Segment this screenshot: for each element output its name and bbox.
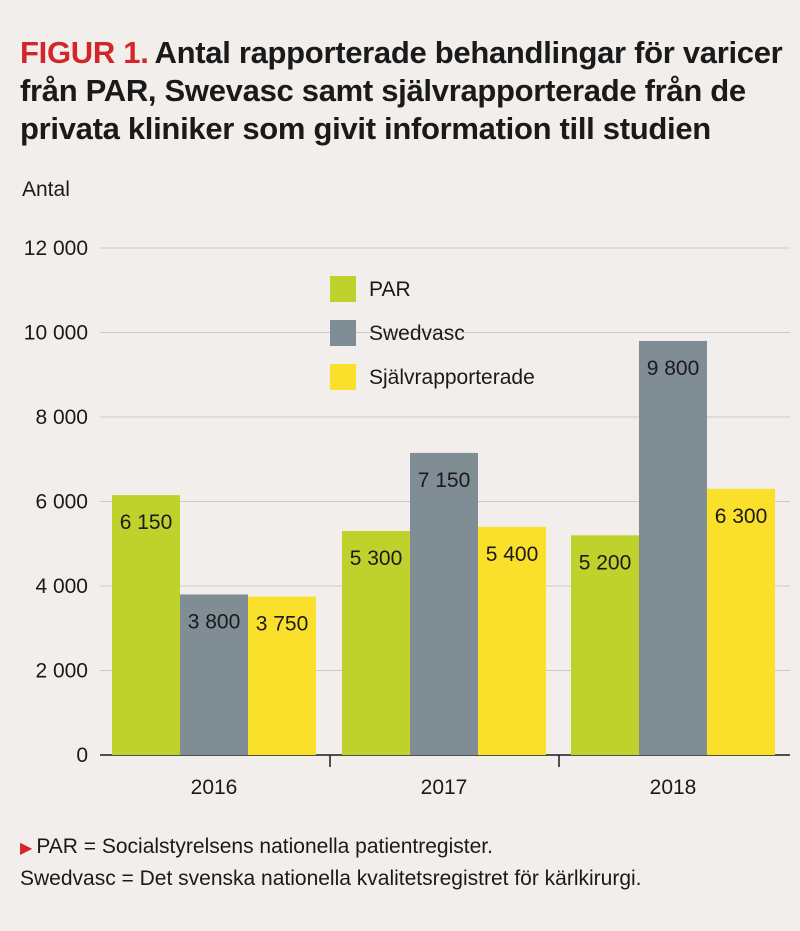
x-tick-label-2018: 2018 (650, 776, 697, 799)
bar-value-label: 5 400 (486, 543, 539, 566)
chart-title-text: Antal rapporterade behandlingar för vari… (20, 35, 783, 146)
x-axis: 2016 2017 2018 (191, 755, 697, 799)
legend-label-swedvasc: Swedvasc (369, 322, 465, 345)
bar-value-label: 7 150 (418, 469, 471, 492)
y-tick-label: 4 000 (35, 575, 88, 598)
bar-value-labels: 6 150 3 800 3 750 5 300 7 150 5 400 5 200 9 800… (120, 357, 768, 636)
footnotes: ▶ PAR = Socialstyrelsens nationella patie… (20, 832, 790, 894)
legend: PAR Swedvasc Självrapporterade (330, 276, 535, 390)
y-tick-label: 2 000 (35, 660, 88, 683)
bars (112, 340, 775, 755)
y-tick-label: 6 000 (35, 491, 88, 514)
bar-value-label: 3 750 (256, 613, 309, 636)
legend-label-par: PAR (369, 278, 411, 301)
legend-swatch-swedvasc (330, 320, 356, 346)
bar-par-2017 (342, 531, 410, 755)
y-axis-label: Antal (22, 178, 70, 201)
bar-value-label: 3 800 (188, 610, 241, 633)
bar-par-2016 (112, 495, 180, 755)
bar-value-label: 6 150 (120, 511, 173, 534)
bar-swedvasc-2016 (180, 594, 248, 755)
bar-value-label: 5 200 (579, 551, 632, 574)
footnote-par: ▶ PAR = Socialstyrelsens nationella patie… (20, 832, 790, 864)
bar-chart: 0 2 000 4 000 6 000 8 000 10 000 12 000 6 150 3… (24, 237, 790, 799)
bar-value-label: 6 300 (715, 505, 768, 528)
chart-title: FIGUR 1. Antal rapporterade behandlingar … (20, 34, 790, 148)
bar-självrapporterade-2016 (248, 596, 316, 755)
bar-självrapporterade-2017 (478, 526, 546, 755)
y-tick-label: 0 (76, 744, 88, 767)
figure-label: FIGUR 1. (20, 35, 149, 70)
bar-självrapporterade-2018 (707, 488, 775, 755)
y-tick-label: 12 000 (24, 237, 88, 260)
y-tick-labels: 0 2 000 4 000 6 000 8 000 10 000 12 000 (24, 237, 88, 767)
bar-swedvasc-2018 (639, 340, 707, 755)
x-tick-label-2017: 2017 (421, 776, 468, 799)
legend-label-självrapporterade: Självrapporterade (369, 366, 535, 389)
footnote-swedvasc: Swedvasc = Det svenska nationella kvalit… (20, 867, 642, 890)
bar-par-2018 (571, 535, 639, 755)
footnote-par-text: PAR = Socialstyrelsens nationella patien… (36, 835, 493, 858)
y-tick-label: 8 000 (35, 406, 88, 429)
bar-swedvasc-2017 (410, 452, 478, 755)
legend-swatch-självrapporterade (330, 364, 356, 390)
arrow-icon: ▶ (20, 840, 33, 857)
bar-value-label: 5 300 (350, 547, 403, 570)
x-tick-label-2016: 2016 (191, 776, 238, 799)
bar-value-label: 9 800 (647, 357, 700, 380)
y-tick-label: 10 000 (24, 322, 88, 345)
legend-swatch-par (330, 276, 356, 302)
